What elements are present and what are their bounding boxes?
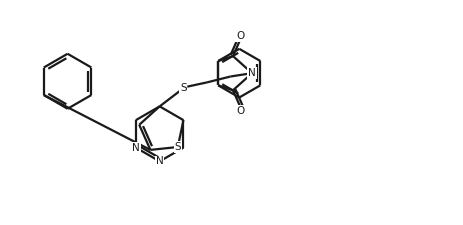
Text: N: N <box>156 156 163 166</box>
Text: S: S <box>174 142 181 152</box>
Text: N: N <box>248 68 256 78</box>
Text: S: S <box>180 83 186 93</box>
Text: O: O <box>236 106 244 116</box>
Text: N: N <box>131 143 139 153</box>
Text: O: O <box>236 31 244 41</box>
